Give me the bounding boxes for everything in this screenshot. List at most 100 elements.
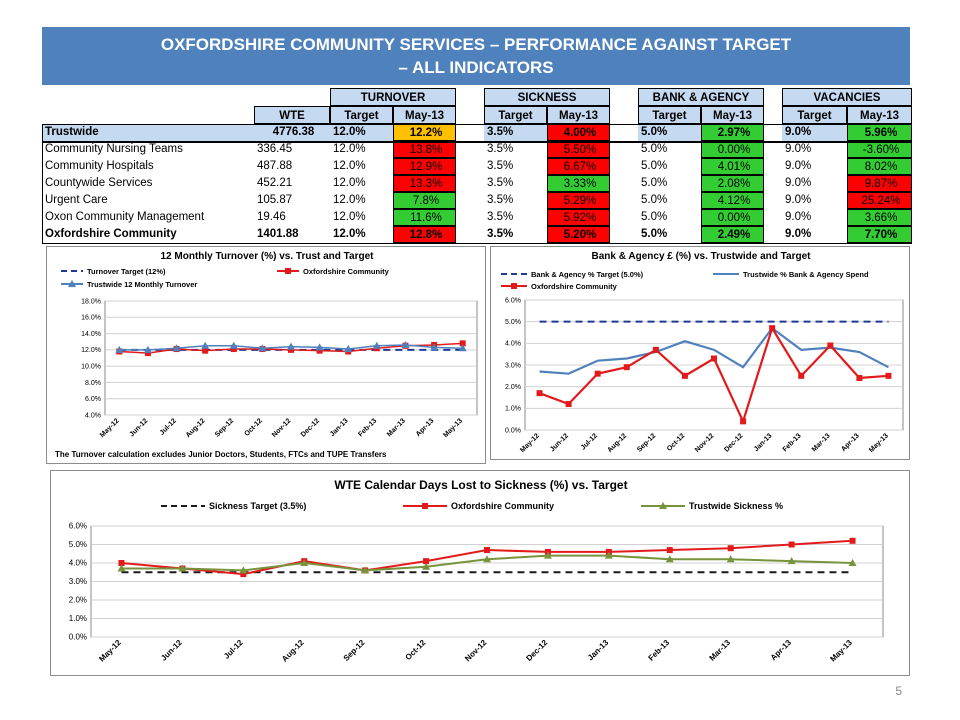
y-tick-label: 3.0% [505,362,521,369]
data-point [315,343,324,351]
data-point [240,571,247,578]
data-point [115,345,124,353]
x-tick-label: Jun-12 [549,432,570,453]
page-title-banner: OXFORDSHIRE COMMUNITY SERVICES – PERFORM… [42,27,910,85]
target-value: 9.0% [785,228,812,240]
column-header-target: Target [484,106,547,124]
month-value-red: 6.67% [547,158,610,175]
legend-label: Turnover Target (12%) [87,267,166,276]
x-tick-label: Jan-13 [753,432,774,453]
x-tick-label: Jan-13 [329,417,350,438]
target-value: 5.0% [638,124,701,141]
column-header-wte: WTE [254,106,330,124]
target-value: 3.5% [487,228,514,240]
target-value: 12.0% [330,124,393,141]
data-point [849,537,856,544]
page-number: 5 [895,684,902,698]
data-point [344,345,353,353]
data-point [856,375,863,381]
data-point [143,345,152,353]
data-point [623,364,630,371]
x-tick-label: Aug-12 [185,417,207,439]
target-value: 3.5% [487,143,514,155]
x-tick-label: Nov-12 [694,432,716,454]
data-point [681,372,688,379]
sickness-chart: WTE Calendar Days Lost to Sickness (%) v… [69,478,884,664]
x-tick-label: Aug-12 [280,638,306,664]
legend-label: Oxfordshire Community [451,501,554,511]
y-tick-label: 16.0% [81,315,101,322]
chart-title: 12 Monthly Turnover (%) vs. Trust and Ta… [161,251,375,262]
target-value: 5.0% [641,177,668,189]
legend-label: Trustwide % Bank & Agency Spend [743,270,869,279]
data-point [652,346,659,353]
row-label: Community Nursing Teams [45,143,183,155]
target-value: 9.0% [782,124,847,141]
target-value: 9.0% [785,194,812,206]
target-value: 12.0% [333,177,366,189]
y-tick-label: 8.0% [85,380,101,387]
y-tick-label: 2.0% [505,384,521,391]
month-value-green: 5.96% [847,124,912,141]
data-point [827,342,834,349]
month-value-red: 5.20% [547,226,610,243]
legend-marker [511,283,517,289]
data-point [287,342,295,350]
chart-title: Bank & Agency £ (%) vs. Trustwide and Ta… [592,251,812,262]
x-tick-label: Feb-13 [782,432,803,453]
wte-value: 19.46 [257,211,286,223]
target-value: 12.0% [333,160,366,172]
column-header-target: Target [782,106,847,124]
month-value-green: 7.8% [393,192,456,209]
month-value-red: 25.24% [847,192,912,209]
target-value: 12.0% [333,211,366,223]
target-value: 5.0% [641,160,668,172]
data-point [401,340,410,348]
turnover-chart-panel: 12 Monthly Turnover (%) vs. Trust and Ta… [46,246,486,464]
data-point [229,341,238,349]
target-value: 12.0% [333,143,366,155]
data-point [202,347,209,354]
x-tick-label: Feb-13 [647,638,672,663]
x-tick-label: Oct-12 [666,432,686,452]
legend-marker [285,268,291,274]
month-value-green: 2.97% [701,124,764,141]
legend-label: Bank & Agency % Target (5.0%) [531,270,644,279]
month-value-red: 9.87% [847,175,912,192]
data-point [423,558,430,565]
y-tick-label: 3.0% [69,577,87,586]
column-header-month: May-13 [847,106,912,124]
x-tick-label: May-12 [97,638,123,664]
x-tick-label: Nov-12 [463,638,489,664]
month-value-red: 5.29% [547,192,610,209]
y-tick-label: 18.0% [81,298,101,305]
x-tick-label: Sep-12 [636,432,657,453]
month-value-red: 12.9% [393,158,456,175]
target-value: 5.0% [641,194,668,206]
target-value: 12.0% [333,228,366,240]
x-tick-label: May-13 [828,638,854,664]
x-tick-label: Oct-12 [404,638,428,662]
target-value: 5.0% [641,228,668,240]
x-tick-label: May-12 [519,432,541,454]
data-point [230,346,237,353]
legend-marker [659,502,667,509]
legend-marker [68,280,76,287]
data-point [565,401,572,407]
target-value: 3.5% [487,177,514,189]
chart-title: WTE Calendar Days Lost to Sickness (%) v… [334,478,627,492]
group-header: TURNOVER [330,88,456,106]
target-value: 9.0% [785,160,812,172]
y-tick-label: 1.0% [69,614,87,623]
wte-value: 105.87 [257,194,293,206]
x-tick-label: May-13 [442,417,464,439]
month-value-red: 4.00% [547,124,610,141]
y-tick-label: 4.0% [69,559,87,568]
target-value: 3.5% [487,211,514,223]
data-point [787,557,796,565]
data-point [361,566,370,574]
legend-label: Oxfordshire Community [303,267,390,276]
x-tick-label: Jul-12 [222,638,245,661]
group-header: SICKNESS [484,88,610,106]
page-title-line2: – ALL INDICATORS [398,58,554,77]
